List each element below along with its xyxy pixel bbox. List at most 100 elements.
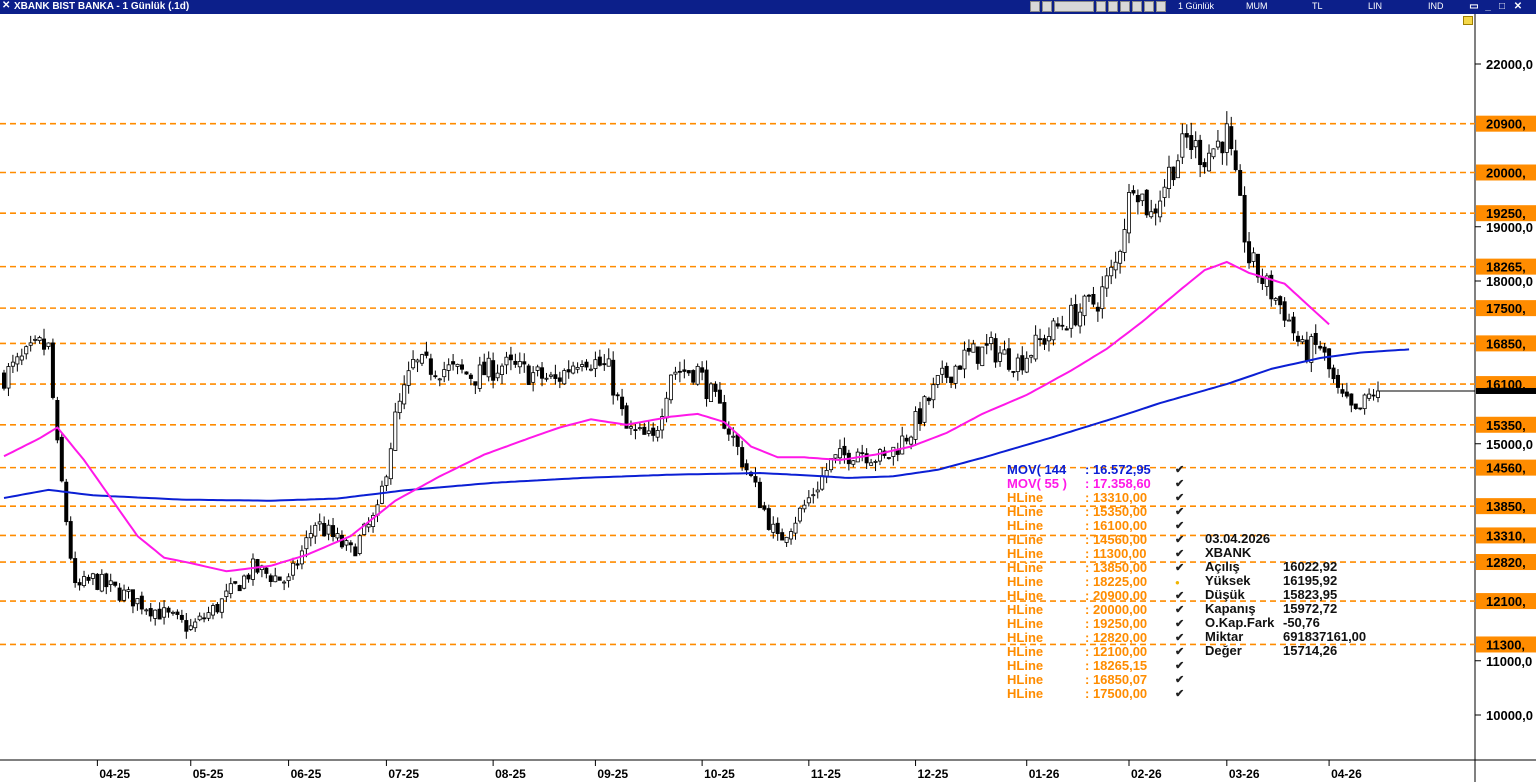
y-tick-label: 10000,0 [1486,708,1533,723]
x-tick-label: 08-25 [495,767,526,781]
candle-body [1247,241,1252,264]
candle-body [540,367,545,379]
toolbar-search-field[interactable] [1054,1,1094,12]
checkmark-icon[interactable]: ✔ [1175,464,1185,476]
candle-body [949,376,954,383]
restore-icon[interactable]: ▭ [1469,1,1479,12]
checkmark-icon[interactable]: ✔ [1175,534,1185,546]
period-selector[interactable]: 1 Günlük [1178,1,1215,11]
candle-body [998,352,1003,362]
checkmark-icon[interactable]: ✔ [1175,590,1185,602]
moving-average-line [3,260,1330,573]
candle-body [42,338,47,350]
minimize-icon[interactable]: _ [1485,1,1491,12]
candle-body [593,359,598,370]
candle-body [1313,332,1318,345]
legend-row[interactable]: HLine: 13850,00 ✔ [1007,561,1197,575]
candle-body [571,365,576,374]
checkmark-icon[interactable]: ✔ [1175,492,1185,504]
candle-body [1091,294,1096,305]
candle-body [922,396,927,423]
candle-body [566,369,571,373]
candle-body [1349,393,1354,406]
candle-body [215,604,220,613]
checkmark-icon[interactable]: ✔ [1175,632,1185,644]
warning-dot-icon[interactable]: ● [1175,578,1180,587]
candle-body [1189,135,1194,150]
candle-body [406,370,411,386]
checkmark-icon[interactable]: ✔ [1175,604,1185,616]
candle-body [335,533,340,539]
checkmark-icon[interactable]: ✔ [1175,562,1185,574]
indicator-selector[interactable]: IND [1428,1,1444,11]
checkmark-icon[interactable]: ✔ [1175,548,1185,560]
candle-body [1367,393,1372,399]
legend-row[interactable]: HLine: 18265,15 ✔ [1007,659,1197,673]
checkmark-icon[interactable]: ✔ [1175,618,1185,630]
close-icon[interactable]: ✕ [1513,1,1523,12]
chart-style-selector[interactable]: MUM [1246,1,1268,11]
legend-row[interactable]: HLine: 20000,00 ✔ [1007,603,1197,617]
candle-body [900,435,905,455]
legend-row[interactable]: MOV( 55 ): 17.358,60 ✔ [1007,477,1197,491]
candle-body [637,427,642,430]
candle-body [1011,371,1016,373]
price-chart[interactable]: 22000,0 19000,0 18000,0 15000,0 11000,0 10000… [0,14,1536,782]
legend-row[interactable]: HLine: 14560,00 ✔ [1007,533,1197,547]
hline-label-box [1476,459,1536,476]
candle-body [1309,336,1314,363]
candle-body [202,617,207,620]
legend-row[interactable]: HLine: 18225,00 ● [1007,575,1197,589]
candle-body [59,436,64,482]
legend-name: HLine [1007,560,1044,575]
candle-body [286,576,291,582]
checkmark-icon[interactable]: ✔ [1175,520,1185,532]
lock-icon[interactable] [1463,16,1473,25]
hline-label-box [1476,164,1536,181]
candle-body [1287,319,1292,322]
candle-body [651,427,656,436]
currency-selector[interactable]: TL [1312,1,1323,11]
candle-body [459,364,464,370]
app-close-icon[interactable]: ✕ [2,0,11,11]
candle-body [744,463,749,471]
toolbar-tool-icon[interactable] [1042,1,1052,12]
candle-body [815,489,820,493]
toolbar-tool-icon[interactable] [1030,1,1040,12]
candle-body [411,359,416,369]
checkmark-icon[interactable]: ✔ [1175,674,1185,686]
legend-row[interactable]: MOV( 144: 16.572,95 ✔ [1007,463,1197,477]
toolbar-tool-icon[interactable] [1120,1,1130,12]
toolbar-tool-icon[interactable] [1108,1,1118,12]
legend-row[interactable]: HLine: 19250,00 ✔ [1007,617,1197,631]
legend-row[interactable]: HLine: 17500,00 ✔ [1007,687,1197,701]
candle-body [624,405,629,429]
checkmark-icon[interactable]: ✔ [1175,478,1185,490]
checkmark-icon[interactable]: ✔ [1175,660,1185,672]
toolbar-tool-icon[interactable] [1096,1,1106,12]
candle-body [628,426,633,429]
legend-row[interactable]: HLine: 13310,00 ✔ [1007,491,1197,505]
legend-value: : 16100,00 [1085,518,1148,533]
legend-row[interactable]: HLine: 15350,00 ✔ [1007,505,1197,519]
legend-name: HLine [1007,658,1044,673]
checkmark-icon[interactable]: ✔ [1175,688,1185,700]
legend-row[interactable]: HLine: 12820,00 ✔ [1007,631,1197,645]
checkmark-icon[interactable]: ✔ [1175,646,1185,658]
legend-row[interactable]: HLine: 11300,00 ✔ [1007,547,1197,561]
legend-row[interactable]: HLine: 12100,00 ✔ [1007,645,1197,659]
candle-body [1362,394,1367,410]
checkmark-icon[interactable]: ✔ [1175,506,1185,518]
candle-body [15,356,20,365]
scale-selector[interactable]: LIN [1368,1,1383,11]
candle-body [210,605,215,616]
toolbar-tool-icon[interactable] [1144,1,1154,12]
candle-body [971,343,976,353]
pencil-icon[interactable] [1132,1,1142,12]
candle-body [264,567,269,574]
toolbar-tool-icon[interactable] [1156,1,1166,12]
legend-row[interactable]: HLine: 16100,00 ✔ [1007,519,1197,533]
maximize-icon[interactable]: □ [1498,1,1506,12]
legend-row[interactable]: HLine: 20900,00 ✔ [1007,589,1197,603]
legend-row[interactable]: HLine: 16850,07 ✔ [1007,673,1197,687]
